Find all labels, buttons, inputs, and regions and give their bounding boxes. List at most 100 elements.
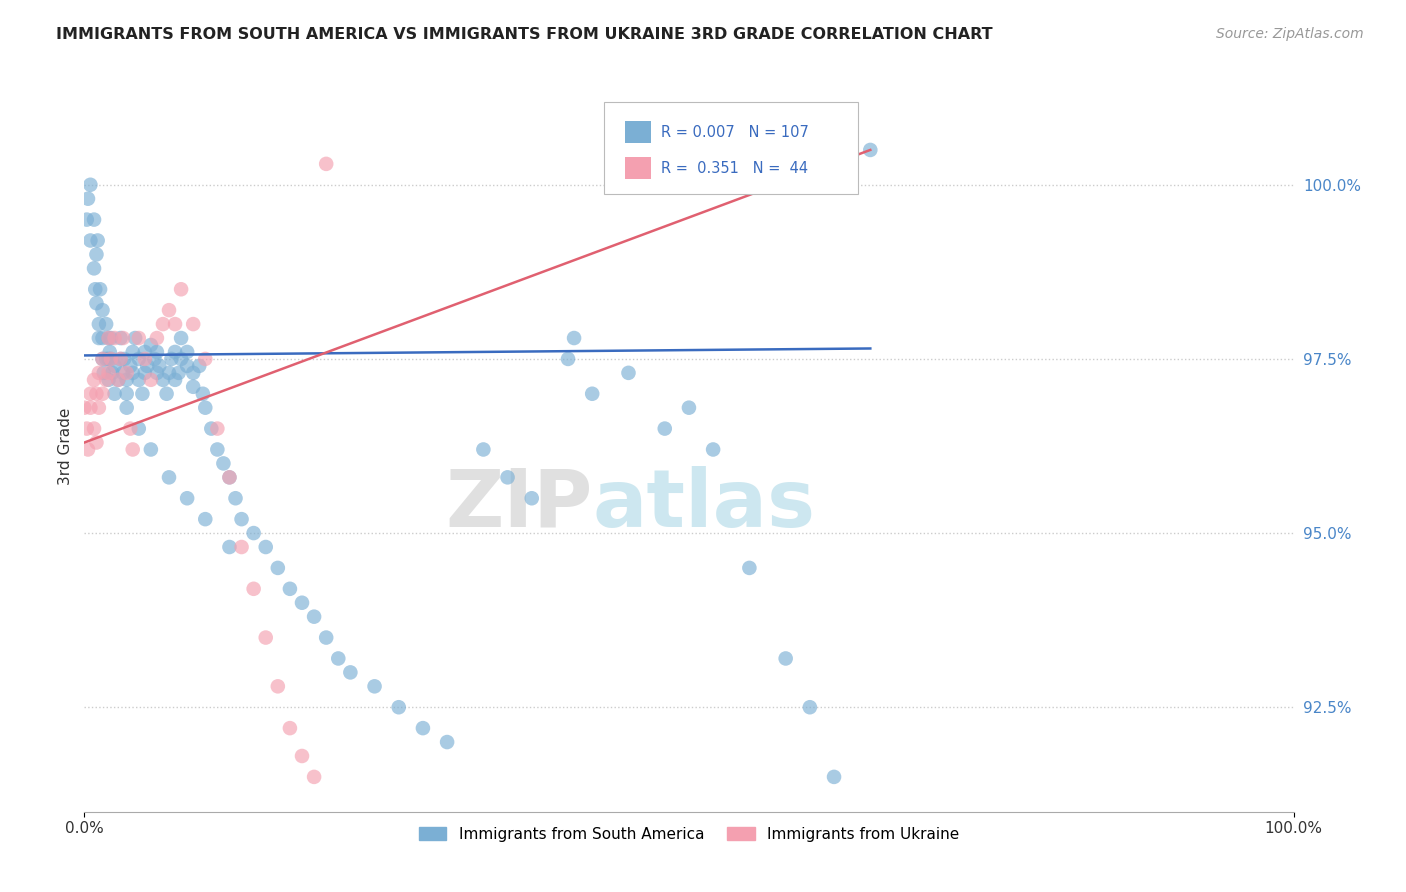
Immigrants from South America <box>823 770 845 784</box>
Immigrants from South America <box>191 386 214 401</box>
Immigrants from South America <box>194 512 217 526</box>
Immigrants from South America <box>170 331 193 345</box>
Immigrants from South America <box>112 366 135 380</box>
Immigrants from South America <box>165 373 187 387</box>
Immigrants from Ukraine <box>152 317 174 331</box>
Immigrants from South America <box>115 386 138 401</box>
Immigrants from Ukraine <box>73 401 96 415</box>
Immigrants from South America <box>98 345 121 359</box>
Text: R =  0.351   N =  44: R = 0.351 N = 44 <box>661 161 808 176</box>
Immigrants from South America <box>110 331 132 345</box>
Immigrants from South America <box>115 401 138 415</box>
Immigrants from South America <box>84 282 107 296</box>
Immigrants from South America <box>83 212 105 227</box>
Immigrants from South America <box>363 679 385 693</box>
Immigrants from Ukraine <box>302 770 325 784</box>
Immigrants from Ukraine <box>97 366 120 380</box>
Immigrants from South America <box>87 331 110 345</box>
Immigrants from South America <box>136 359 159 373</box>
Immigrants from South America <box>86 234 108 248</box>
Immigrants from South America <box>131 386 153 401</box>
Immigrants from Ukraine <box>146 331 169 345</box>
Immigrants from South America <box>775 651 797 665</box>
Immigrants from Ukraine <box>134 351 156 366</box>
Immigrants from South America <box>581 386 603 401</box>
Immigrants from South America <box>100 331 122 345</box>
Immigrants from South America <box>146 345 169 359</box>
Immigrants from South America <box>134 345 156 359</box>
Immigrants from South America <box>148 359 170 373</box>
Immigrants from Ukraine <box>97 331 120 345</box>
Immigrants from South America <box>165 345 187 359</box>
Immigrants from Ukraine <box>83 373 105 387</box>
Immigrants from South America <box>315 631 337 645</box>
Immigrants from South America <box>93 366 115 380</box>
Immigrants from South America <box>87 317 110 331</box>
Immigrants from Ukraine <box>110 351 132 366</box>
Immigrants from Ukraine <box>120 421 142 435</box>
Immigrants from South America <box>167 366 190 380</box>
Immigrants from South America <box>86 247 108 261</box>
Immigrants from South America <box>472 442 495 457</box>
Immigrants from South America <box>139 442 162 457</box>
Immigrants from South America <box>181 380 204 394</box>
Immigrants from Ukraine <box>83 421 105 435</box>
Immigrants from South America <box>799 700 821 714</box>
Immigrants from South America <box>339 665 361 680</box>
Immigrants from South America <box>97 331 120 345</box>
Immigrants from South America <box>86 296 108 310</box>
Immigrants from Ukraine <box>242 582 264 596</box>
Immigrants from South America <box>94 317 117 331</box>
Immigrants from South America <box>79 234 101 248</box>
Immigrants from South America <box>124 331 146 345</box>
Immigrants from Ukraine <box>291 749 314 764</box>
Immigrants from South America <box>225 491 247 506</box>
Bar <box>624 157 651 179</box>
Immigrants from South America <box>120 359 142 373</box>
Immigrants from South America <box>200 421 222 435</box>
Immigrants from South America <box>128 373 150 387</box>
Immigrants from Ukraine <box>86 386 108 401</box>
Immigrants from South America <box>128 351 150 366</box>
Immigrants from South America <box>188 359 211 373</box>
Immigrants from Ukraine <box>254 631 277 645</box>
Immigrants from South America <box>91 303 114 318</box>
Immigrants from Ukraine <box>128 331 150 345</box>
Immigrants from Ukraine <box>107 373 129 387</box>
Immigrants from South America <box>97 351 120 366</box>
Immigrants from Ukraine <box>94 373 117 387</box>
Immigrants from South America <box>291 596 314 610</box>
Immigrants from South America <box>738 561 761 575</box>
Immigrants from Ukraine <box>104 331 127 345</box>
Immigrants from Ukraine <box>278 721 301 735</box>
Immigrants from South America <box>143 351 166 366</box>
Immigrants from South America <box>496 470 519 484</box>
Immigrants from South America <box>160 351 183 366</box>
Legend: Immigrants from South America, Immigrants from Ukraine: Immigrants from South America, Immigrant… <box>413 821 965 848</box>
Immigrants from South America <box>617 366 640 380</box>
Immigrants from Ukraine <box>100 351 122 366</box>
Immigrants from Ukraine <box>87 366 110 380</box>
Immigrants from South America <box>181 366 204 380</box>
Immigrants from South America <box>436 735 458 749</box>
Immigrants from South America <box>76 212 98 227</box>
Immigrants from South America <box>678 401 700 415</box>
Immigrants from South America <box>859 143 882 157</box>
Immigrants from South America <box>176 491 198 506</box>
Immigrants from South America <box>328 651 350 665</box>
Immigrants from South America <box>112 351 135 366</box>
Immigrants from South America <box>77 192 100 206</box>
Immigrants from South America <box>152 373 174 387</box>
Immigrants from Ukraine <box>165 317 187 331</box>
Immigrants from Ukraine <box>86 435 108 450</box>
Bar <box>624 121 651 143</box>
Immigrants from South America <box>170 351 193 366</box>
Immigrants from South America <box>242 526 264 541</box>
Immigrants from South America <box>89 282 111 296</box>
Immigrants from Ukraine <box>207 421 229 435</box>
Immigrants from South America <box>146 366 169 380</box>
Immigrants from South America <box>128 421 150 435</box>
Immigrants from Ukraine <box>267 679 290 693</box>
Immigrants from Ukraine <box>194 351 217 366</box>
Immigrants from Ukraine <box>181 317 204 331</box>
